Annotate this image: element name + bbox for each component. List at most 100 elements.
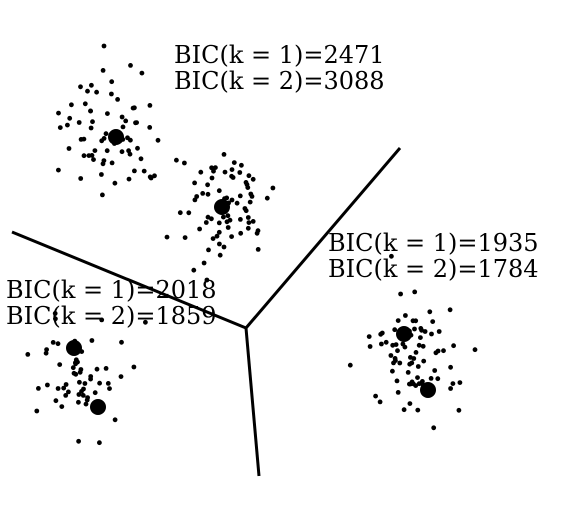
data-point bbox=[43, 350, 49, 356]
data-point bbox=[448, 386, 453, 391]
data-point bbox=[99, 138, 105, 144]
data-point bbox=[138, 156, 144, 162]
data-point bbox=[94, 89, 99, 95]
data-point bbox=[412, 326, 417, 332]
bic-k2-right: BIC(k = 2)=1784 bbox=[328, 255, 539, 283]
data-point bbox=[433, 350, 439, 356]
data-point bbox=[447, 307, 453, 313]
bic-k2-left: BIC(k = 2)=1859 bbox=[6, 302, 217, 330]
data-point bbox=[101, 43, 107, 49]
data-point bbox=[59, 404, 65, 409]
data-point bbox=[174, 157, 179, 163]
data-point bbox=[238, 230, 244, 236]
bic-label-left: BIC(k = 1)=2018 BIC(k = 2)=1859 bbox=[6, 277, 217, 329]
data-point bbox=[229, 197, 235, 203]
data-point bbox=[415, 407, 421, 413]
data-point bbox=[100, 68, 106, 73]
data-point bbox=[379, 341, 384, 347]
data-point bbox=[103, 131, 109, 137]
data-point bbox=[205, 182, 211, 188]
data-point bbox=[407, 381, 412, 387]
data-point bbox=[448, 364, 453, 370]
data-point bbox=[206, 247, 211, 253]
data-point bbox=[82, 381, 88, 386]
cluster-center-marker bbox=[108, 129, 124, 145]
data-point bbox=[63, 382, 69, 387]
data-point bbox=[221, 244, 227, 250]
data-point bbox=[76, 438, 81, 444]
data-point bbox=[107, 386, 112, 391]
data-point bbox=[119, 149, 125, 155]
cluster-center-marker bbox=[66, 340, 82, 356]
data-point bbox=[421, 358, 427, 364]
data-point bbox=[451, 343, 456, 349]
data-point bbox=[413, 383, 419, 388]
data-point bbox=[94, 366, 100, 372]
data-point bbox=[105, 111, 110, 116]
data-point bbox=[97, 380, 102, 386]
data-point bbox=[89, 153, 95, 158]
data-point bbox=[231, 160, 237, 166]
data-point bbox=[211, 168, 216, 174]
data-point bbox=[441, 348, 446, 354]
data-point bbox=[82, 101, 88, 107]
data-point bbox=[418, 326, 424, 331]
data-point bbox=[109, 160, 115, 166]
data-point bbox=[216, 229, 222, 235]
data-point bbox=[197, 226, 203, 232]
data-point bbox=[128, 63, 133, 68]
data-point bbox=[119, 339, 124, 345]
data-point bbox=[415, 364, 421, 369]
data-point bbox=[221, 214, 226, 220]
data-point bbox=[383, 339, 389, 345]
data-point bbox=[182, 235, 188, 241]
data-point bbox=[420, 343, 426, 349]
data-point bbox=[90, 119, 95, 125]
data-point bbox=[213, 165, 218, 171]
data-point bbox=[92, 390, 98, 396]
data-point bbox=[53, 316, 58, 322]
data-point bbox=[65, 122, 70, 128]
data-point bbox=[177, 210, 183, 216]
data-point bbox=[85, 88, 90, 94]
data-point bbox=[227, 217, 233, 223]
data-point bbox=[249, 194, 255, 199]
cluster-center-marker bbox=[214, 199, 230, 215]
data-point bbox=[246, 173, 252, 179]
data-point bbox=[395, 318, 401, 323]
data-point bbox=[191, 267, 197, 273]
data-point bbox=[239, 162, 244, 168]
data-point bbox=[186, 210, 192, 216]
data-point bbox=[25, 352, 31, 357]
data-point bbox=[194, 194, 200, 199]
data-point bbox=[205, 191, 211, 197]
data-point bbox=[430, 319, 436, 324]
data-point bbox=[415, 375, 420, 380]
data-point bbox=[36, 386, 41, 391]
data-point bbox=[92, 148, 98, 154]
data-point bbox=[134, 120, 140, 125]
data-point bbox=[222, 169, 228, 175]
data-point bbox=[45, 382, 50, 388]
data-point bbox=[413, 350, 419, 355]
data-point bbox=[221, 152, 227, 157]
data-point bbox=[255, 247, 261, 252]
data-point bbox=[115, 97, 120, 102]
data-point bbox=[34, 408, 40, 414]
data-point bbox=[131, 364, 137, 370]
data-point bbox=[237, 170, 243, 175]
data-point bbox=[230, 175, 236, 180]
data-point bbox=[127, 137, 133, 143]
data-point bbox=[229, 234, 235, 240]
data-point bbox=[217, 241, 222, 247]
data-point bbox=[200, 191, 206, 196]
data-point bbox=[50, 340, 56, 345]
data-point bbox=[413, 318, 419, 324]
data-point bbox=[99, 317, 105, 323]
data-point bbox=[109, 79, 115, 85]
data-point bbox=[418, 335, 423, 340]
data-point bbox=[456, 407, 462, 413]
data-point bbox=[126, 176, 132, 182]
data-point bbox=[99, 172, 104, 177]
